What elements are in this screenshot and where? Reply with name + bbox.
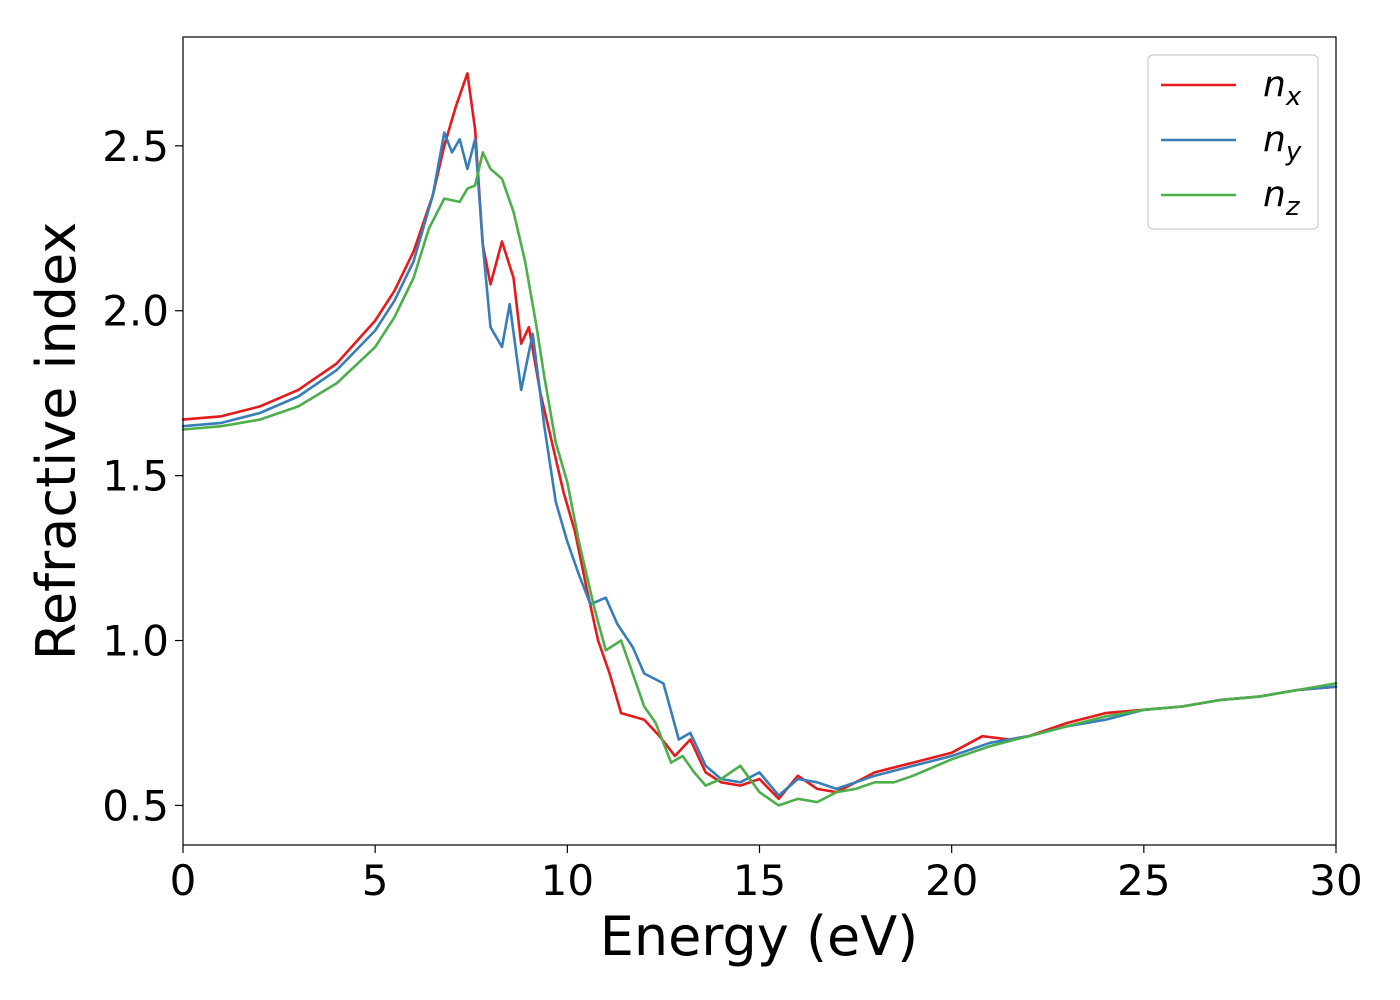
x-tick-label: 20 bbox=[925, 856, 978, 905]
y-tick-label: 2.5 bbox=[102, 122, 169, 171]
y-axis-title: Refractive index bbox=[25, 222, 88, 661]
plot-lines bbox=[181, 72, 1338, 807]
x-tick-label: 0 bbox=[170, 856, 197, 905]
x-tick-label: 30 bbox=[1309, 856, 1362, 905]
legend-label-subscript: y bbox=[1285, 137, 1302, 167]
legend-label-ny: ny bbox=[1263, 119, 1302, 167]
legend-label-nz: nz bbox=[1263, 174, 1301, 222]
y-tick-label: 1.0 bbox=[102, 617, 169, 666]
y-tick-label: 0.5 bbox=[102, 781, 169, 830]
legend-label-subscript: z bbox=[1285, 192, 1301, 222]
legend-label-base: n bbox=[1263, 119, 1286, 160]
series-line-ny bbox=[181, 131, 1338, 797]
x-axis-title: Energy (eV) bbox=[600, 905, 919, 968]
y-tick-label: 1.5 bbox=[102, 452, 169, 501]
x-tick-label: 15 bbox=[733, 856, 786, 905]
series-line-nz bbox=[181, 151, 1338, 807]
legend-box bbox=[1147, 54, 1319, 230]
x-tick-label: 25 bbox=[1117, 856, 1170, 905]
legend-label-base: n bbox=[1263, 64, 1286, 105]
y-tick-label: 2.0 bbox=[102, 287, 169, 336]
x-tick-label: 10 bbox=[541, 856, 594, 905]
x-axis-ticks: 0 5 10 15 20 25 30 bbox=[170, 845, 1363, 905]
legend-label-subscript: x bbox=[1285, 82, 1302, 112]
y-axis-ticks: 0.5 1.0 1.5 2.0 2.5 bbox=[102, 122, 183, 830]
legend-label-nx: nx bbox=[1263, 64, 1302, 112]
legend-label-base: n bbox=[1263, 174, 1286, 215]
x-tick-label: 5 bbox=[362, 856, 389, 905]
